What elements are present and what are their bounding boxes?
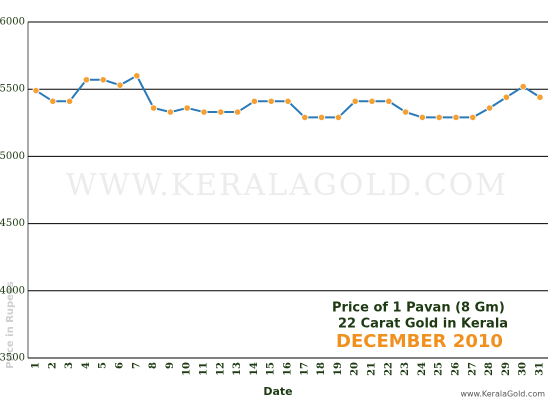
y-axis-label: Price in Rupees — [5, 281, 16, 368]
data-point — [250, 97, 258, 105]
data-point — [200, 108, 208, 116]
x-tick-label: 19 — [333, 362, 344, 376]
x-tick-label: 10 — [182, 362, 193, 376]
source: www.KeralaGold.com — [460, 390, 545, 399]
x-tick-label: 3 — [64, 362, 75, 369]
data-point — [334, 113, 342, 122]
data-point — [116, 81, 124, 89]
x-tick-label: 30 — [518, 362, 529, 376]
x-tick-label: 5 — [98, 362, 109, 369]
price-line — [35, 74, 541, 119]
y-tick-label: 16000 — [0, 17, 25, 28]
x-tick-label: 21 — [367, 362, 378, 376]
x-axis-label: Date — [263, 385, 292, 398]
x-tick-label: 14 — [249, 362, 260, 376]
data-point — [234, 108, 242, 116]
x-tick-label: 8 — [148, 362, 159, 369]
x-tick-label: 6 — [115, 362, 126, 369]
x-tick-label: 22 — [383, 362, 394, 376]
chart-subtitle: 22 Carat Gold in Kerala — [338, 317, 508, 332]
x-tick-label: 12 — [215, 362, 226, 376]
data-point — [485, 104, 494, 112]
data-point — [217, 108, 225, 116]
data-point — [66, 97, 74, 105]
data-point — [536, 93, 544, 101]
x-tick-label: 31 — [535, 362, 546, 376]
x-tick-label: 18 — [316, 362, 327, 376]
period-label: DECEMBER 2010 — [336, 331, 503, 352]
data-point — [301, 113, 309, 122]
data-point — [351, 97, 359, 105]
data-point — [32, 86, 40, 95]
chart-title: Price of 1 Pavan (8 Gm) — [332, 301, 505, 316]
x-tick-label: 23 — [400, 362, 411, 376]
data-point — [469, 113, 477, 122]
y-tick-label: 14500 — [0, 218, 25, 229]
x-tick-label: 7 — [131, 362, 142, 369]
x-tick-label: 11 — [199, 362, 210, 376]
data-point — [133, 72, 141, 80]
x-tick-label: 2 — [47, 362, 58, 369]
x-tick-label: 24 — [417, 362, 428, 376]
data-point — [284, 97, 292, 105]
data-point — [99, 76, 107, 84]
data-point — [452, 113, 460, 122]
data-point — [435, 113, 443, 122]
x-tick-label: 29 — [501, 362, 512, 376]
x-tick-label: 17 — [299, 362, 310, 376]
x-tick-label: 20 — [350, 362, 361, 376]
data-point — [502, 93, 510, 101]
data-point — [385, 97, 393, 105]
data-point — [166, 108, 174, 116]
watermark: WWW.KERALAGOLD.COM — [66, 168, 508, 203]
x-tick-label: 27 — [467, 362, 478, 376]
x-tick-label: 25 — [434, 362, 445, 376]
data-point — [418, 113, 426, 122]
x-tick-label: 16 — [283, 362, 294, 376]
data-point — [368, 97, 376, 105]
y-tick-label: 15500 — [0, 84, 25, 95]
y-tick-label: 14000 — [0, 285, 25, 296]
data-point — [150, 104, 158, 112]
y-tick-label: 13500 — [0, 353, 25, 364]
x-tick-label: 15 — [266, 362, 277, 376]
data-point — [401, 108, 410, 116]
data-point — [49, 97, 57, 105]
x-tick-label: 9 — [165, 362, 176, 369]
data-point — [183, 104, 191, 112]
data-point — [519, 82, 527, 91]
x-tick-label: 13 — [232, 362, 243, 376]
data-point — [82, 76, 91, 84]
y-tick-label: 15000 — [0, 151, 25, 162]
x-tick-label: 26 — [451, 362, 462, 376]
data-point — [267, 97, 275, 105]
data-point — [317, 113, 326, 122]
x-tick-label: 4 — [81, 362, 92, 369]
x-tick-label: 1 — [31, 362, 42, 369]
x-tick-label: 28 — [484, 362, 495, 376]
